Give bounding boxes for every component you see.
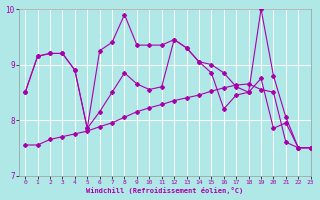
X-axis label: Windchill (Refroidissement éolien,°C): Windchill (Refroidissement éolien,°C) bbox=[86, 187, 244, 194]
